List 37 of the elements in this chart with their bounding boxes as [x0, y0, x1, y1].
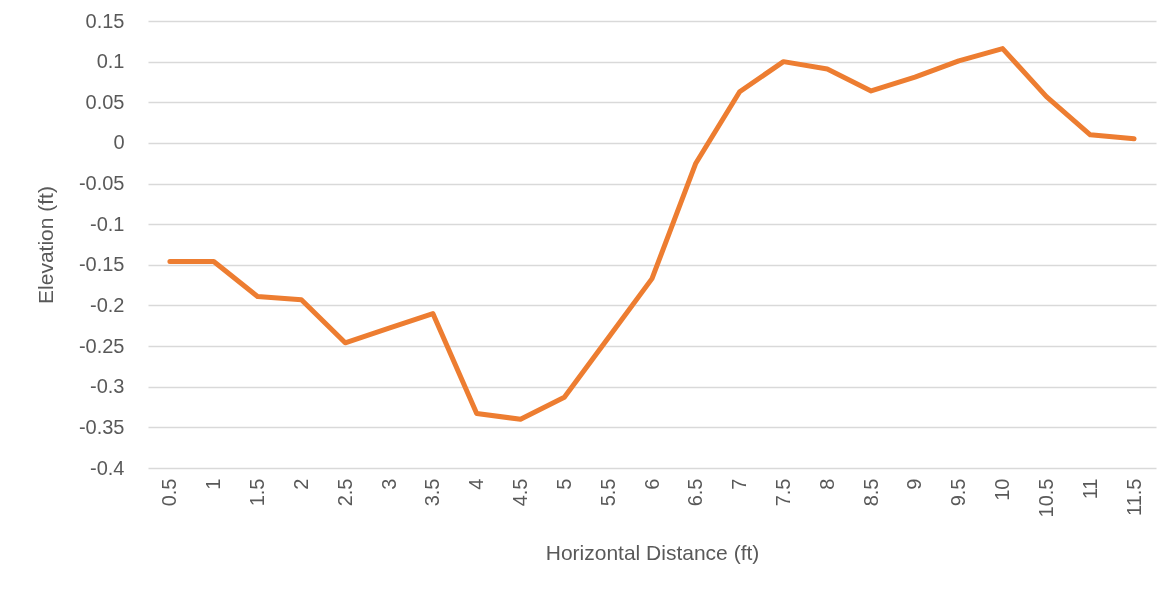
y-tick-label: 0.15 — [85, 9, 125, 32]
x-tick-label: 7.5 — [771, 478, 794, 507]
y-tick-label: 0 — [113, 131, 125, 154]
x-tick-label: 4.5 — [509, 478, 532, 507]
y-tick-label: -0.25 — [78, 334, 125, 357]
y-tick-label: 0.1 — [96, 50, 125, 73]
x-tick-label: 11 — [1078, 478, 1101, 500]
y-tick-label: -0.4 — [90, 456, 125, 479]
x-tick-label: 9.5 — [947, 478, 970, 507]
y-axis-title: Elevation (ft) — [33, 186, 57, 304]
x-tick-label: 6 — [640, 478, 663, 490]
x-tick-label: 8.5 — [859, 478, 882, 507]
x-tick-label: 8 — [815, 478, 838, 490]
y-tick-label: -0.3 — [90, 375, 125, 398]
y-tick-label: -0.35 — [78, 415, 125, 438]
x-tick-label: 5 — [552, 478, 575, 490]
x-tick-label: 10 — [991, 478, 1014, 501]
x-tick-label: 6.5 — [684, 478, 707, 507]
x-tick-label: 2.5 — [333, 478, 356, 507]
y-tick-label: -0.1 — [90, 212, 125, 235]
x-tick-label: 1 — [202, 478, 225, 490]
y-tick-label: -0.2 — [90, 293, 125, 316]
y-tick-label: -0.05 — [78, 172, 125, 195]
y-tick-label: 0.05 — [85, 90, 125, 113]
x-tick-label: 4 — [465, 478, 488, 490]
x-tick-label: 7 — [728, 478, 751, 490]
x-axis-title: Horizontal Distance (ft) — [545, 541, 760, 565]
x-tick-label: 9 — [903, 478, 926, 490]
x-tick-label: 3 — [377, 478, 400, 490]
x-tick-label: 3.5 — [421, 478, 444, 507]
x-tick-label: 11.5 — [1122, 478, 1145, 516]
x-tick-label: 1.5 — [246, 478, 269, 507]
x-tick-label: 0.5 — [158, 478, 181, 507]
x-tick-label: 5.5 — [596, 478, 619, 507]
x-tick-label: 2 — [289, 478, 312, 490]
x-tick-label: 10.5 — [1034, 478, 1057, 518]
y-tick-label: -0.15 — [78, 253, 125, 276]
